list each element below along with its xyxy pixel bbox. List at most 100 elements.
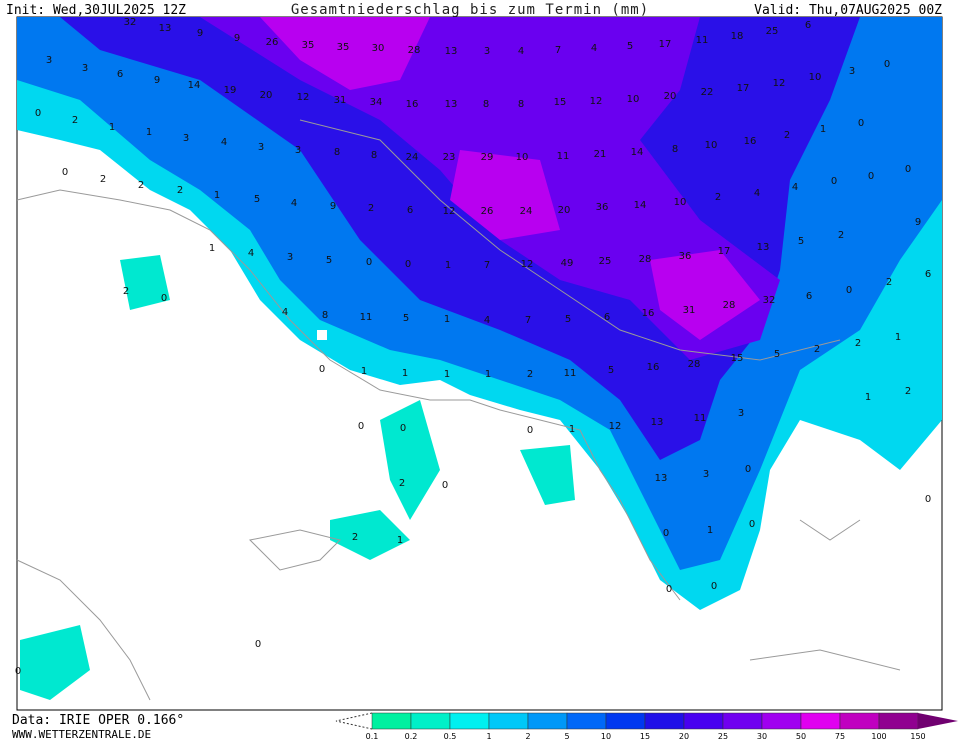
precip-value: 23 — [443, 152, 456, 163]
precip-value: 3 — [46, 55, 52, 66]
precip-value: 0 — [925, 494, 931, 505]
legend-arrow — [918, 713, 958, 729]
precip-value: 0 — [255, 639, 261, 650]
precip-value: 2 — [123, 286, 129, 297]
precip-value: 11 — [694, 413, 707, 424]
precip-value: 20 — [664, 91, 677, 102]
map-title: Gesamtniederschlag bis zum Termin (mm) — [291, 2, 649, 18]
precip-value: 17 — [718, 246, 731, 257]
coastlines — [16, 119, 901, 701]
precip-value: 34 — [370, 97, 383, 108]
precip-value: 7 — [525, 315, 531, 326]
precip-value: 4 — [248, 248, 254, 259]
precip-value: 11 — [696, 35, 709, 46]
precip-value: 1 — [444, 314, 450, 325]
precip-value: 0 — [442, 480, 448, 491]
legend-swatch — [488, 712, 529, 730]
legend-label: 0.5 — [444, 732, 457, 741]
precip-value: 22 — [701, 87, 714, 98]
legend-label: 15 — [640, 732, 650, 741]
precip-value: 14 — [188, 80, 201, 91]
precip-value: 2 — [715, 192, 721, 203]
precip-value: 21 — [594, 149, 607, 160]
precip-value: 6 — [806, 291, 812, 302]
precip-value: 30 — [372, 43, 385, 54]
precip-value: 0 — [358, 421, 364, 432]
precip-value: 8 — [322, 310, 328, 321]
precip-value: 1 — [109, 122, 115, 133]
site-url: WWW.WETTERZENTRALE.DE — [12, 728, 151, 741]
precip-value: 1 — [707, 525, 713, 536]
precip-value: 4 — [518, 46, 524, 57]
precip-value: 20 — [558, 205, 571, 216]
precip-value: 0 — [846, 285, 852, 296]
precip-value: 0 — [858, 118, 864, 129]
precip-value: 1 — [569, 424, 575, 435]
precip-value: 2 — [784, 130, 790, 141]
precip-value: 4 — [282, 307, 288, 318]
precip-value: 25 — [766, 26, 779, 37]
precip-value: 4 — [754, 188, 760, 199]
precip-value: 3 — [295, 145, 301, 156]
precip-value: 8 — [483, 99, 489, 110]
precip-value: 2 — [855, 338, 861, 349]
data-source: Data: IRIE OPER 0.166° — [12, 713, 184, 728]
precip-value: 24 — [520, 206, 533, 217]
precip-value: 13 — [651, 417, 664, 428]
legend-label: 25 — [718, 732, 728, 741]
precip-value: 17 — [737, 83, 750, 94]
precip-value: 16 — [744, 136, 757, 147]
precip-value: 4 — [484, 315, 490, 326]
precip-value: 7 — [555, 45, 561, 56]
precip-value: 26 — [481, 206, 494, 217]
precip-value: 0 — [663, 528, 669, 539]
legend-label: 5 — [564, 732, 569, 741]
precip-value: 10 — [809, 72, 822, 83]
precip-value: 7 — [484, 260, 490, 271]
precip-value: 2 — [368, 203, 374, 214]
precip-value: 13 — [445, 46, 458, 57]
precip-value: 36 — [679, 251, 692, 262]
precip-value: 1 — [146, 127, 152, 138]
legend-swatch — [722, 712, 763, 730]
legend-label: 30 — [757, 732, 767, 741]
precip-value: 10 — [516, 152, 529, 163]
legend-swatch — [644, 712, 685, 730]
precip-value: 3 — [738, 408, 744, 419]
precip-value: 0 — [666, 584, 672, 595]
precip-value: 2 — [72, 115, 78, 126]
precip-value: 12 — [609, 421, 622, 432]
precip-value: 15 — [554, 97, 567, 108]
precip-value: 4 — [291, 198, 297, 209]
precip-value: 6 — [805, 20, 811, 31]
legend-swatch — [605, 712, 646, 730]
legend-label: 150 — [910, 732, 925, 741]
precip-value: 1 — [444, 369, 450, 380]
precip-value: 1 — [445, 260, 451, 271]
precip-value: 0 — [15, 666, 21, 677]
legend-swatch — [410, 712, 451, 730]
precip-value: 11 — [360, 312, 373, 323]
precip-field — [17, 17, 942, 700]
precip-value: 0 — [319, 364, 325, 375]
precip-value: 6 — [925, 269, 931, 280]
legend-swatch — [800, 712, 841, 730]
precip-value: 26 — [266, 37, 279, 48]
precip-value: 12 — [297, 92, 310, 103]
legend-low-arrow — [335, 712, 373, 730]
precip-value: 24 — [406, 152, 419, 163]
precip-value: 2 — [527, 369, 533, 380]
precip-value: 1 — [895, 332, 901, 343]
precip-value: 18 — [731, 31, 744, 42]
precip-value: 8 — [334, 147, 340, 158]
precip-value: 9 — [234, 33, 240, 44]
precip-value: 31 — [683, 305, 696, 316]
precip-value: 0 — [35, 108, 41, 119]
valid-text: Valid: Thu,07AUG2025 00Z — [754, 3, 942, 18]
precip-value: 0 — [831, 176, 837, 187]
precip-value: 0 — [905, 164, 911, 175]
precip-value: 4 — [591, 43, 597, 54]
precip-value: 17 — [659, 39, 672, 50]
legend-swatch — [371, 712, 412, 730]
precip-value: 13 — [159, 23, 172, 34]
